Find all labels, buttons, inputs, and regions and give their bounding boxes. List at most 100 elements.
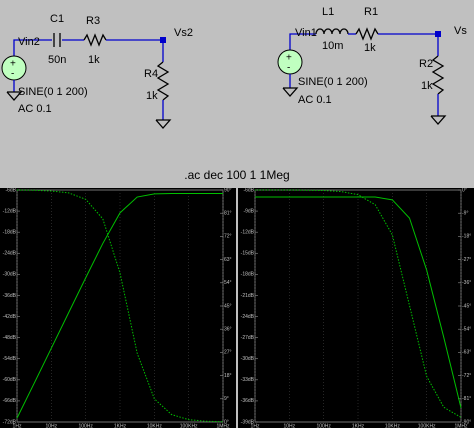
label: 10m <box>322 40 343 52</box>
y2-tick-label: -18° <box>462 234 471 240</box>
y2-tick-label: -72° <box>462 373 471 379</box>
label: AC 0.1 <box>298 94 332 106</box>
label: R2 <box>419 58 433 70</box>
y-tick-label: -48dB <box>3 335 17 341</box>
resistor <box>156 61 170 101</box>
label: L1 <box>322 6 334 18</box>
y-tick-label: -33dB <box>241 377 255 383</box>
x-tick-label: 1MHz <box>216 423 230 428</box>
label: AC 0.1 <box>18 103 52 115</box>
x-tick-label: 100KHz <box>180 423 198 428</box>
plot-pane <box>0 188 236 428</box>
minus: - <box>11 69 14 80</box>
y2-tick-label: 45° <box>224 303 232 309</box>
y-tick-label: -18dB <box>241 272 255 278</box>
minus: - <box>287 63 290 74</box>
y2-tick-label: 63° <box>224 257 232 263</box>
y2-tick-label: 9° <box>224 396 229 402</box>
y2-tick-label: -90° <box>462 419 471 425</box>
label: Vin2 <box>18 36 40 48</box>
y-tick-label: -15dB <box>241 251 255 257</box>
y-tick-label: -12dB <box>3 208 17 214</box>
resistor <box>355 27 379 41</box>
label: R1 <box>364 6 378 18</box>
y2-tick-label: -81° <box>462 396 471 402</box>
y-tick-label: -24dB <box>3 251 17 257</box>
resistor <box>431 55 445 95</box>
wire <box>106 39 164 62</box>
y-tick-label: -12dB <box>241 230 255 236</box>
y-tick-label: -30dB <box>241 356 255 362</box>
label: 1k <box>421 80 433 92</box>
wire <box>13 39 52 56</box>
plot-pane <box>238 188 474 428</box>
y2-tick-label: 72° <box>224 234 232 240</box>
y-tick-label: -36dB <box>241 398 255 404</box>
y2-tick-label: 36° <box>224 327 232 333</box>
label: Vin1 <box>295 27 317 39</box>
y-tick-label: -18dB <box>3 230 17 236</box>
x-tick-label: 10Hz <box>283 423 295 428</box>
y-tick-label: -24dB <box>241 314 255 320</box>
inductor <box>315 28 349 35</box>
y-tick-label: -27dB <box>241 335 255 341</box>
wire <box>289 33 316 50</box>
x-tick-label: 100Hz <box>316 423 331 428</box>
ground <box>6 91 23 101</box>
y2-tick-label: 81° <box>224 211 232 217</box>
y2-tick-label: 90° <box>224 188 232 193</box>
phase-curve <box>16 189 224 423</box>
x-tick-label: 1MHz <box>454 423 468 428</box>
x-tick-label: 10Hz <box>45 423 57 428</box>
resistor <box>83 33 107 47</box>
circuit-left: + - Vin2 C1 50n R3 1k Vs2 R4 1k SINE(0 1… <box>1 13 193 129</box>
x-tick-label: 10KHz <box>147 423 163 428</box>
label: 1k <box>88 54 100 66</box>
circuit-right: + - Vin1 L1 10m R1 1k Vs R2 1k SINE(0 1 … <box>277 6 467 125</box>
label: Vs2 <box>174 27 193 39</box>
y2-tick-label: -54° <box>462 327 471 333</box>
label: 1k <box>146 90 158 102</box>
y-tick-label: -39dB <box>241 419 255 425</box>
y2-tick-label: 18° <box>224 373 232 379</box>
x-tick-label: 1KHz <box>114 423 127 428</box>
magnitude-curve <box>255 196 462 409</box>
ground <box>282 87 299 97</box>
y-tick-label: -72dB <box>3 419 17 425</box>
x-tick-label: 10KHz <box>385 423 401 428</box>
x-tick-label: 1Hz <box>13 423 22 428</box>
label: SINE(0 1 200) <box>298 76 368 88</box>
label: C1 <box>50 13 64 25</box>
x-tick-label: 1Hz <box>251 423 260 428</box>
y-tick-label: -6dB <box>5 188 16 193</box>
schematic: + - Vin2 C1 50n R3 1k Vs2 R4 1k SINE(0 1… <box>1 6 467 182</box>
x-tick-label: 1KHz <box>352 423 365 428</box>
y-tick-label: -36dB <box>3 293 17 299</box>
phase-curve <box>255 189 462 418</box>
y2-tick-label: -63° <box>462 350 471 356</box>
x-tick-label: 100Hz <box>78 423 93 428</box>
magnitude-curve <box>16 193 223 419</box>
label: Vs <box>454 25 467 37</box>
label: SINE(0 1 200) <box>18 86 88 98</box>
plus: + <box>10 59 16 70</box>
y-tick-label: -66dB <box>3 398 17 404</box>
label: R4 <box>144 68 158 80</box>
y-tick-label: -21dB <box>241 293 255 299</box>
y-tick-label: -42dB <box>3 314 17 320</box>
y2-tick-label: 54° <box>224 280 232 286</box>
y-tick-label: -6dB <box>243 188 254 193</box>
label: 1k <box>364 42 376 54</box>
node <box>160 37 166 43</box>
ground <box>155 119 172 129</box>
y-tick-label: -30dB <box>3 272 17 278</box>
wire <box>378 33 439 56</box>
y2-tick-label: 0° <box>462 188 467 193</box>
node <box>435 31 441 37</box>
plus: + <box>286 53 292 64</box>
y2-tick-label: -36° <box>462 280 471 286</box>
label: 50n <box>48 54 66 66</box>
y-tick-label: -9dB <box>243 208 254 214</box>
y2-tick-label: -27° <box>462 257 471 263</box>
